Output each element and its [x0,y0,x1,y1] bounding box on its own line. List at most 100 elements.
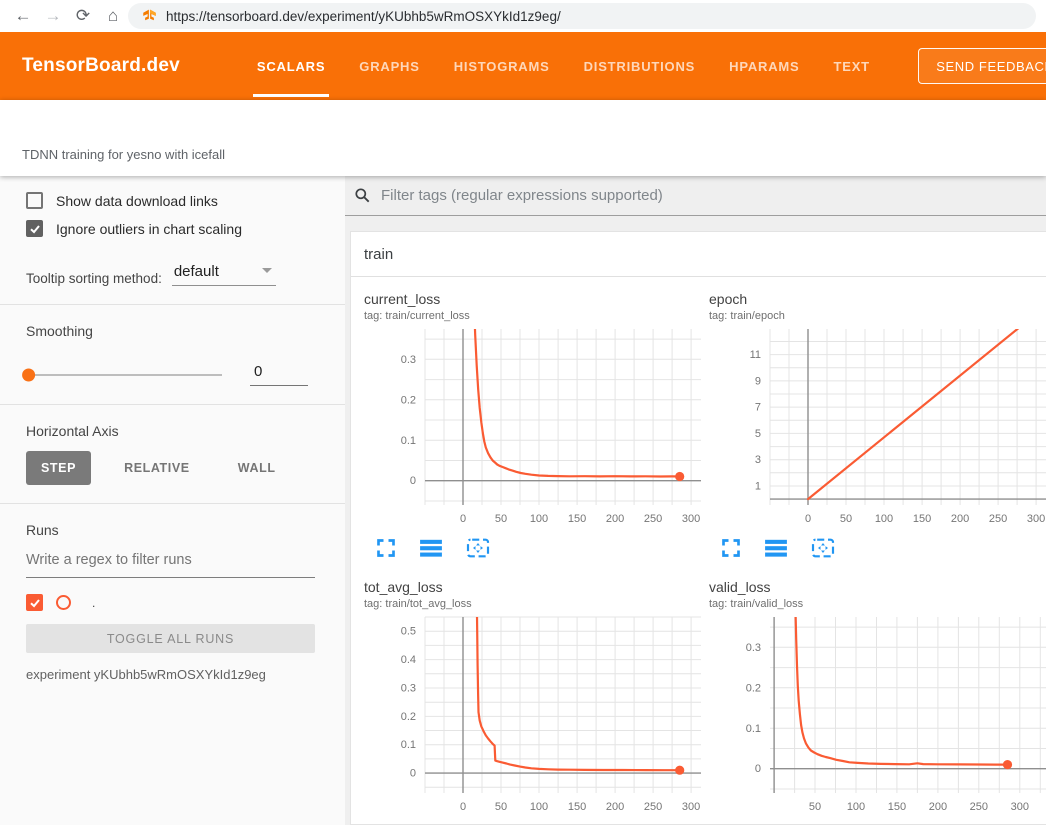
svg-text:0.3: 0.3 [401,683,416,695]
svg-text:300: 300 [682,801,700,813]
svg-text:100: 100 [875,513,893,525]
run-checkbox[interactable] [26,594,43,611]
tag-group-title: train [364,246,393,263]
smoothing-label: Smoothing [26,323,315,339]
check-icon [29,597,41,609]
svg-text:0.4: 0.4 [401,654,416,666]
svg-text:200: 200 [929,801,947,813]
tab-text[interactable]: TEXT [816,32,886,100]
svg-text:9: 9 [755,375,761,387]
ignore-outliers-label: Ignore outliers in chart scaling [56,221,242,237]
svg-text:100: 100 [530,513,548,525]
chart-title: epoch [709,291,1046,307]
nav-tabs: SCALARS GRAPHS HISTOGRAMS DISTRIBUTIONS … [240,32,887,100]
send-feedback-button[interactable]: SEND FEEDBACK [918,48,1046,84]
svg-text:100: 100 [847,801,865,813]
svg-text:250: 250 [644,513,662,525]
chart-tag: tag: train/tot_avg_loss [364,598,701,610]
runs-regex-input[interactable] [26,548,315,578]
svg-text:50: 50 [840,513,852,525]
home-icon[interactable]: ⌂ [98,2,128,30]
search-icon [354,187,371,204]
svg-text:7: 7 [755,402,761,414]
log-scale-icon[interactable] [765,538,787,558]
horizontal-axis-label: Horizontal Axis [26,423,315,439]
tab-hparams[interactable]: HPARAMS [712,32,816,100]
ignore-outliers-checkbox[interactable] [26,220,43,237]
smoothing-value-input[interactable] [250,363,308,386]
line-chart-valid-loss[interactable]: 5010015020025030000.10.20.3 [709,612,1046,817]
svg-text:150: 150 [888,801,906,813]
svg-text:150: 150 [568,801,586,813]
tab-graphs[interactable]: GRAPHS [342,32,436,100]
filter-tags-input[interactable] [379,186,1046,205]
fit-domain-icon[interactable] [466,538,490,558]
svg-text:0.2: 0.2 [401,711,416,723]
axis-step-button[interactable]: STEP [26,451,91,485]
run-list-item[interactable]: . [26,594,315,611]
show-download-links-checkbox[interactable] [26,192,43,209]
browser-toolbar: ← → ⟳ ⌂ https://tensorboard.dev/experime… [0,0,1046,32]
svg-text:50: 50 [495,801,507,813]
line-chart-current-loss[interactable]: 05010015020025030000.10.20.3 [364,324,701,529]
axis-relative-button[interactable]: RELATIVE [109,451,205,485]
tooltip-sorting-dropdown[interactable]: default [172,263,276,286]
chart-title: current_loss [364,291,701,307]
svg-text:0.5: 0.5 [401,626,416,638]
svg-text:300: 300 [682,513,700,525]
run-isolator-icon[interactable] [56,595,71,610]
log-scale-icon[interactable] [420,538,442,558]
svg-text:0.2: 0.2 [746,682,761,694]
svg-text:200: 200 [951,513,969,525]
ignore-outliers-checkbox-row[interactable]: Ignore outliers in chart scaling [26,220,315,237]
url-text: https://tensorboard.dev/experiment/yKUbh… [166,9,561,24]
scalars-dashboard: train current_loss tag: train/current_lo… [345,176,1046,825]
chart-card-epoch: epoch tag: train/epoch 05010015020025030… [709,291,1046,561]
smoothing-slider[interactable] [26,374,222,376]
svg-text:3: 3 [755,454,761,466]
tag-group-header-train[interactable]: train [351,232,1046,277]
check-icon [29,223,41,235]
tab-distributions[interactable]: DISTRIBUTIONS [567,32,713,100]
address-bar[interactable]: https://tensorboard.dev/experiment/yKUbh… [128,3,1036,29]
show-download-links-checkbox-row[interactable]: Show data download links [26,192,315,209]
tensorboard-favicon [142,9,157,24]
svg-text:50: 50 [495,513,507,525]
toggle-all-runs-button[interactable]: TOGGLE ALL RUNS [26,624,315,653]
charts-grid: current_loss tag: train/current_loss 050… [351,277,1046,825]
svg-text:50: 50 [809,801,821,813]
svg-text:0: 0 [460,801,466,813]
fit-domain-icon[interactable] [811,538,835,558]
tab-scalars[interactable]: SCALARS [240,32,342,100]
back-icon[interactable]: ← [8,2,38,30]
chart-title: tot_avg_loss [364,579,701,595]
forward-icon[interactable]: → [38,2,68,30]
experiment-title: TDNN training for yesno with icefall [22,147,225,162]
smoothing-slider-thumb[interactable] [22,368,35,381]
tab-histograms[interactable]: HISTOGRAMS [437,32,567,100]
svg-text:5: 5 [755,428,761,440]
chart-actions [364,535,701,561]
axis-wall-button[interactable]: WALL [223,451,291,485]
sidebar-divider [0,304,345,305]
line-chart-epoch[interactable]: 0501001502002503001357911 [709,324,1046,529]
svg-text:200: 200 [606,801,624,813]
app-logo: TensorBoard.dev [22,55,180,77]
svg-text:200: 200 [606,513,624,525]
svg-text:150: 150 [913,513,931,525]
chart-tag: tag: train/epoch [709,310,1046,322]
tag-group-card: train current_loss tag: train/current_lo… [350,231,1046,825]
svg-text:0.1: 0.1 [401,435,416,447]
expand-chart-icon[interactable] [376,538,396,558]
line-chart-tot-avg-loss[interactable]: 05010015020025030000.10.20.30.40.5 [364,612,701,817]
svg-text:1: 1 [755,481,761,493]
expand-chart-icon[interactable] [721,538,741,558]
chart-card-tot-avg-loss: tot_avg_loss tag: train/tot_avg_loss 0 50… [364,579,701,825]
runs-label: Runs [26,522,315,538]
reload-icon[interactable]: ⟳ [68,2,98,30]
tooltip-sorting-value: default [174,263,219,280]
svg-text:0: 0 [410,768,416,780]
svg-text:300: 300 [1011,801,1029,813]
svg-text:250: 250 [989,513,1007,525]
app-header: TensorBoard.dev SCALARS GRAPHS HISTOGRAM… [0,32,1046,100]
